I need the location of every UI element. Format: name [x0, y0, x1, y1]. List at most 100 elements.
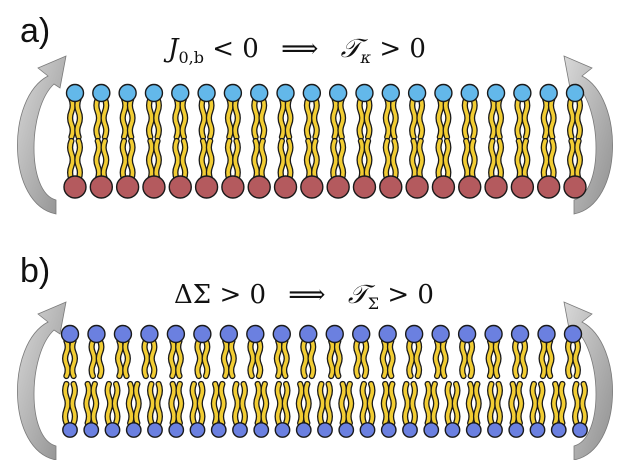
lipid-tail	[339, 382, 346, 425]
rhs-subscript: κ	[360, 48, 372, 67]
lipid-tail	[68, 97, 75, 139]
lipid-head	[273, 175, 298, 199]
lipid-head	[168, 422, 185, 438]
lipid-tail	[331, 139, 338, 181]
lipid-head	[189, 422, 206, 438]
panel-b-bending-arrows	[17, 301, 613, 460]
lipid-head	[142, 175, 166, 199]
lipid-tail	[470, 139, 477, 181]
lipid-head	[328, 83, 348, 103]
lipid-tail	[248, 339, 255, 378]
lipid-tail	[470, 97, 477, 139]
lipid-tail	[275, 382, 282, 425]
lipid-tail	[305, 139, 312, 181]
bending-arrow	[563, 301, 613, 460]
lipid-tail	[436, 139, 443, 181]
lipid-tail	[207, 97, 214, 139]
lipid-tail	[391, 97, 398, 139]
lipid-tail	[436, 97, 443, 139]
lipid-head	[529, 422, 546, 438]
lipid-tail	[384, 139, 391, 181]
lipid-head	[510, 175, 535, 199]
lhs-symbol: ΔΣ	[174, 280, 212, 310]
lipid-head	[378, 324, 397, 344]
lipid-head	[563, 175, 587, 199]
lipid-tail	[389, 382, 396, 425]
lipid-tail	[530, 382, 537, 425]
lipid-tail	[176, 339, 183, 378]
lipid-tail	[364, 139, 372, 181]
lipid-head	[359, 422, 376, 438]
lipid-tail	[199, 139, 207, 181]
lipid-tail	[346, 382, 353, 425]
lipid-tail	[580, 382, 587, 425]
lipid-tail	[382, 382, 389, 425]
lipid-tail	[173, 97, 180, 139]
lipid-head	[484, 324, 503, 344]
lipid-tail	[463, 139, 470, 181]
lipid-tail	[541, 139, 549, 181]
lipid-tail	[176, 382, 183, 425]
lipid-head	[65, 83, 85, 103]
lipid-head	[193, 324, 212, 344]
lipid-head	[510, 324, 530, 344]
lipid-tail	[495, 382, 502, 425]
lipid-tail	[173, 139, 180, 181]
lipid-tail	[441, 339, 448, 378]
panel-a-equation: J0,b < 0 ⟹ 𝒯κ > 0	[168, 36, 426, 66]
lipid-tail	[261, 382, 268, 425]
lipid-tail	[154, 97, 161, 139]
lipid-tail	[494, 339, 501, 378]
lipid-tail	[259, 139, 266, 181]
lipid-head	[539, 83, 558, 103]
lipid-tail	[255, 339, 263, 378]
lipid-tail	[63, 339, 70, 378]
lipid-tail	[286, 97, 293, 139]
lipid-tail	[226, 97, 233, 139]
lipid-tail	[384, 97, 391, 139]
lipid-tail	[486, 339, 494, 378]
bending-arrow	[17, 301, 67, 460]
lipid-tail	[410, 382, 417, 425]
lipid-head	[460, 83, 479, 103]
lipid-tail	[75, 139, 82, 181]
rhs-relation: > 0	[387, 280, 434, 310]
lipid-tail	[275, 339, 282, 378]
lipid-head	[168, 175, 192, 199]
rhs-symbol: 𝒯	[347, 280, 368, 310]
lipid-tail	[154, 139, 161, 181]
lipid-tail	[443, 139, 451, 181]
lipid-head	[465, 422, 482, 438]
lipid-head	[444, 422, 461, 438]
lipid-tail	[233, 382, 240, 425]
lipid-head	[487, 422, 503, 438]
lipid-tail	[552, 382, 559, 425]
lipid-tail	[445, 382, 452, 425]
lipid-tail	[433, 339, 441, 378]
lipid-tail	[283, 382, 290, 425]
lipid-head	[380, 422, 397, 438]
lipid-head	[563, 324, 583, 344]
lipid-head	[276, 83, 295, 103]
lipid-tail	[190, 382, 197, 425]
lipid-head	[379, 175, 403, 199]
lipid-head	[405, 175, 429, 199]
lipid-tail	[219, 382, 226, 425]
bending-arrow	[17, 55, 67, 215]
lipid-tail	[515, 97, 522, 139]
lipid-head	[299, 324, 318, 344]
bending-arrow	[563, 55, 613, 215]
lipid-head	[317, 422, 333, 438]
rhs-relation: > 0	[379, 34, 426, 64]
lipid-head	[194, 175, 219, 199]
lipid-head	[431, 324, 450, 344]
lipid-head	[325, 324, 344, 344]
lipid-tail	[96, 339, 104, 378]
lipid-tail	[94, 139, 101, 181]
lipid-tail	[278, 97, 286, 139]
lipid-tail	[357, 97, 364, 139]
lipid-tail	[240, 382, 247, 425]
lipid-head	[219, 324, 239, 344]
lipid-tail	[549, 97, 556, 139]
lipid-head	[302, 83, 322, 103]
